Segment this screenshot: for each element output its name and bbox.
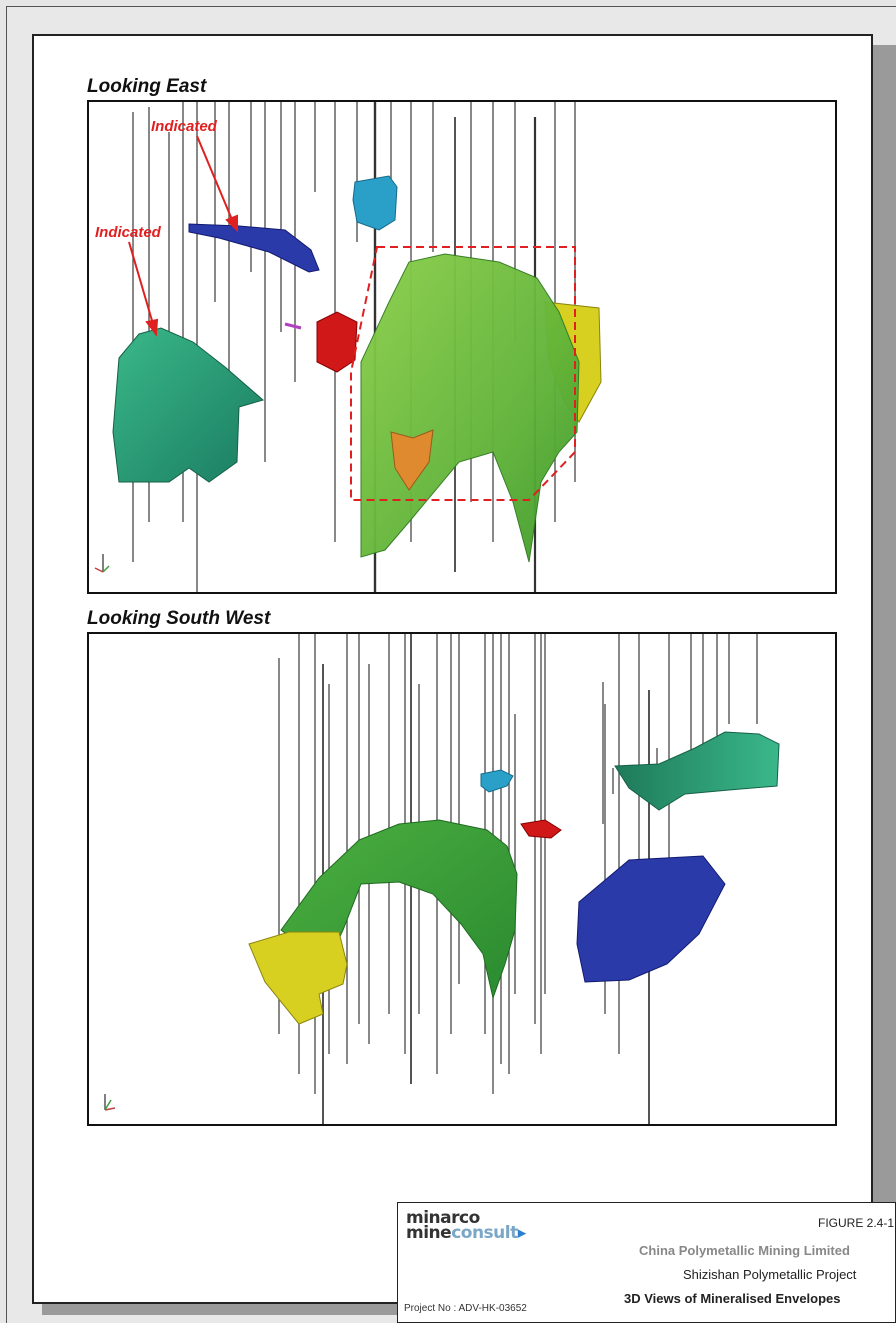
yellow-envelope-2 bbox=[248, 931, 348, 1025]
looking-south-west-3d-render bbox=[104, 634, 780, 1124]
logo-text-consult: consult bbox=[451, 1223, 518, 1243]
purple-envelope bbox=[284, 322, 302, 330]
blue-envelope bbox=[188, 223, 320, 273]
blue-envelope-2 bbox=[576, 855, 726, 983]
red-envelope bbox=[316, 311, 358, 373]
teal-envelope-2 bbox=[614, 731, 780, 811]
figure-title: 3D Views of Mineralised Envelopes bbox=[624, 1291, 841, 1306]
view-title-looking-east: Looking East bbox=[87, 76, 207, 97]
logo-text-mine: mine bbox=[406, 1223, 452, 1243]
view-title-looking-south-west: Looking South West bbox=[87, 608, 271, 629]
looking-east-3d-render bbox=[94, 102, 602, 592]
teal-envelope bbox=[112, 327, 265, 483]
view-looking-east: Indicated Indicated bbox=[87, 100, 837, 594]
logo-arrow-icon: ▸ bbox=[517, 1223, 527, 1243]
orange-envelope bbox=[390, 429, 434, 491]
label-arrows bbox=[128, 135, 238, 337]
axis-orientation-icon bbox=[94, 554, 110, 573]
cyan-envelope-2 bbox=[480, 769, 514, 793]
indicated-label-2: Indicated bbox=[95, 224, 161, 241]
document-page: Looking East bbox=[32, 34, 873, 1304]
cyan-envelope bbox=[352, 175, 398, 231]
title-block: minarco mineconsult▸ FIGURE 2.4-1 China … bbox=[397, 1202, 896, 1323]
logo-text-min: min bbox=[406, 1208, 441, 1228]
minarco-mineconsult-logo: minarco mineconsult▸ bbox=[406, 1208, 527, 1243]
view-looking-south-west bbox=[87, 632, 837, 1126]
axis-orientation-icon-2 bbox=[104, 1094, 116, 1111]
client-name: China Polymetallic Mining Limited bbox=[639, 1243, 850, 1258]
logo-text-arco: arco bbox=[440, 1208, 480, 1228]
project-number: Project No : ADV-HK-03652 bbox=[404, 1303, 527, 1314]
dashed-selection-outline bbox=[350, 246, 576, 501]
project-name: Shizishan Polymetallic Project bbox=[683, 1267, 857, 1282]
indicated-label-1: Indicated bbox=[151, 118, 217, 135]
red-envelope-2 bbox=[520, 819, 562, 839]
green-envelope bbox=[360, 253, 580, 563]
figure-number: FIGURE 2.4-1 bbox=[818, 1216, 895, 1230]
green-envelope-2 bbox=[280, 819, 518, 1000]
